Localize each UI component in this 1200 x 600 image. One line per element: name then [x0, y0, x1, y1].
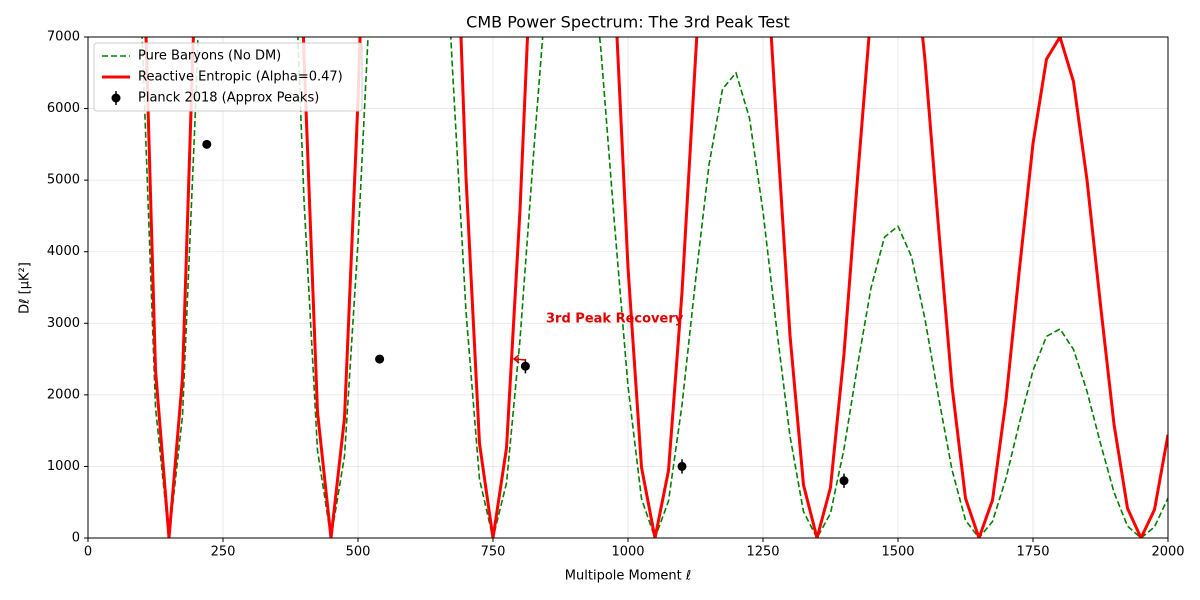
x-tick-label: 750: [481, 545, 506, 560]
y-tick-label: 5000: [47, 173, 80, 188]
legend-label: Reactive Entropic (Alpha=0.47): [138, 70, 343, 85]
legend-swatch: [111, 93, 121, 103]
annotation-arrow: [512, 354, 527, 364]
data-point: [520, 361, 530, 371]
legend-label: Pure Baryons (No DM): [138, 49, 281, 64]
data-point: [677, 461, 687, 471]
x-tick-label: 1500: [881, 545, 914, 560]
y-tick-label: 2000: [47, 387, 80, 402]
data-point: [202, 139, 212, 149]
y-tick-label: 6000: [47, 101, 80, 116]
legend-label: Planck 2018 (Approx Peaks): [138, 91, 319, 106]
y-tick-label: 0: [72, 531, 80, 546]
legend: Pure Baryons (No DM) Reactive Entropic (A…: [93, 42, 363, 112]
x-tick-label: 0: [84, 545, 92, 560]
annotation: 3rd Peak Recovery: [546, 312, 684, 327]
points: [202, 139, 849, 488]
plot-area: [141, 37, 1168, 538]
x-tick-label: 2000: [1151, 545, 1184, 560]
y-axis-label: Dℓ [μK²]: [18, 262, 33, 314]
data-point: [839, 476, 849, 486]
x-tick-label: 250: [211, 545, 236, 560]
y-tick-label: 3000: [47, 316, 80, 331]
chart-title: CMB Power Spectrum: The 3rd Peak Test: [466, 13, 790, 32]
y-tick-label: 1000: [47, 459, 80, 474]
y-tick-label: 4000: [47, 244, 80, 259]
y-tick-label: 7000: [47, 30, 80, 45]
data-point: [375, 354, 385, 364]
x-axis-label: Multipole Moment ℓ: [565, 569, 691, 584]
x-tick-label: 1000: [611, 545, 644, 560]
legend-box: [93, 42, 363, 112]
x-tick-label: 1750: [1016, 545, 1049, 560]
series-line: [144, 37, 1168, 538]
x-tick-label: 500: [346, 545, 371, 560]
x-tick-label: 1250: [746, 545, 779, 560]
